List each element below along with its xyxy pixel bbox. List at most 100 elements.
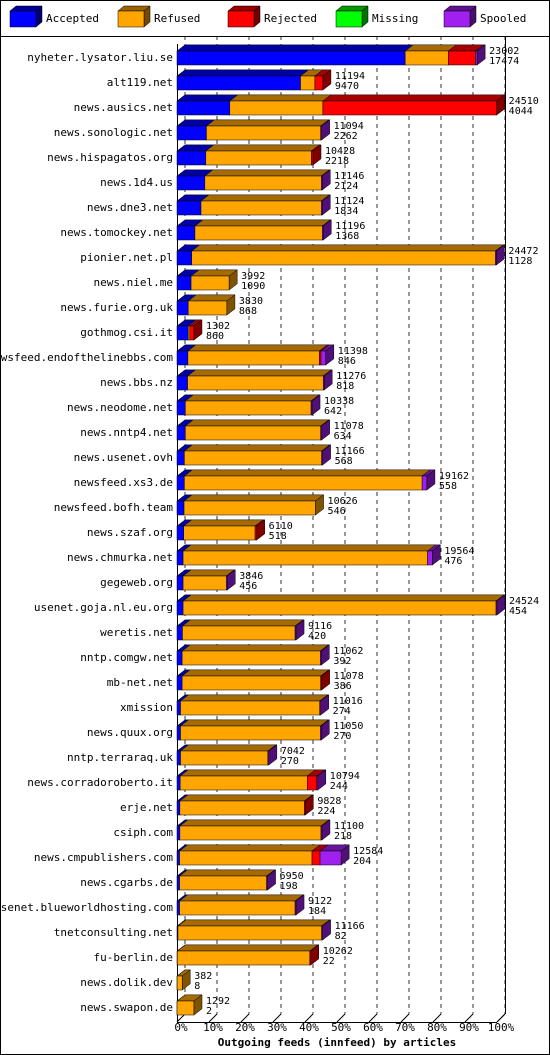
category-label: news.swapon.de: [80, 1001, 173, 1014]
bar-top: [178, 869, 276, 877]
category-label: pionier.net.pl: [80, 251, 173, 264]
bar-side: [267, 869, 276, 891]
bar-top: [178, 844, 321, 852]
accepted-label: 270: [333, 731, 351, 742]
bar-segment: [229, 100, 324, 116]
x-tick: [432, 1013, 442, 1023]
category-label: nyheter.lysator.liu.se: [27, 51, 173, 64]
bar-top: [183, 469, 431, 477]
total-label: 10262: [323, 946, 353, 957]
total-label: 3830: [239, 296, 263, 307]
category-label: gegeweb.org: [100, 576, 173, 589]
bar-top: [181, 619, 304, 627]
bar-side: [321, 819, 331, 841]
bar-segment: [176, 275, 192, 291]
total-label: 11196: [335, 221, 365, 232]
bar-side: [322, 444, 331, 466]
total-label: 9828: [317, 796, 341, 807]
category-label: tnetconsulting.net: [54, 926, 173, 939]
bar-top: [194, 219, 332, 227]
bar-top: [182, 594, 505, 602]
accepted-label: 476: [444, 556, 462, 567]
total-label: 6950: [280, 871, 304, 882]
bar-segment: [182, 625, 296, 641]
bar-side: [323, 369, 333, 391]
bar-side: [340, 844, 350, 866]
total-label: 382: [194, 971, 212, 982]
bar-segment: [182, 550, 428, 566]
bar-segment: [180, 725, 321, 741]
bar-top: [179, 719, 330, 727]
total-label: 3992: [241, 271, 265, 282]
bar-segment: [320, 350, 327, 366]
total-label: 10338: [324, 396, 354, 407]
category-label: news.szaf.org: [87, 526, 173, 539]
category-label: news.sonologic.net: [54, 126, 173, 139]
bar-side: [295, 894, 305, 916]
category-label: usenet.goja.nl.eu.org: [34, 601, 173, 614]
bar-side: [321, 419, 330, 441]
category-label: news.cmpublishers.com: [34, 851, 173, 864]
bar-segment: [194, 225, 323, 241]
x-tick-label: 100%: [488, 1021, 515, 1034]
bar-segment: [176, 475, 185, 491]
accepted-label: 9470: [335, 81, 359, 92]
bar-segment: [176, 850, 180, 866]
total-label: 9116: [308, 621, 332, 632]
category-label: news.dolik.dev: [80, 976, 173, 989]
total-label: 11166: [335, 446, 365, 457]
accepted-label: 17474: [489, 56, 519, 67]
bar-segment: [427, 550, 433, 566]
bar-top: [181, 669, 330, 677]
bar-top: [183, 444, 331, 452]
bar-segment: [180, 700, 320, 716]
x-tick-label: 30%: [267, 1021, 287, 1034]
bar-segment: [311, 850, 321, 866]
category-label: nntp.comgw.net: [80, 651, 173, 664]
bar-segment: [176, 575, 184, 591]
category-label: news.dne3.net: [87, 201, 173, 214]
category-label: news.corradoroberto.it: [27, 776, 173, 789]
bar-top: [186, 369, 332, 377]
bar-side: [312, 144, 322, 166]
bar-top: [176, 944, 319, 952]
accepted-label: 386: [334, 681, 352, 692]
total-label: 1302: [206, 321, 230, 332]
bar-side: [228, 269, 238, 291]
x-tick-label: 60%: [363, 1021, 383, 1034]
legend-swatch: [443, 10, 471, 28]
bar-segment: [176, 725, 181, 741]
bar-segment: [179, 775, 308, 791]
bar-side: [321, 119, 330, 141]
x-tick: [240, 1013, 250, 1023]
bar-side: [295, 619, 305, 641]
bar-top: [176, 44, 414, 52]
category-label: newsfeed.endofthelinebbs.com: [0, 351, 173, 364]
bar-top: [187, 344, 329, 352]
bar-side: [226, 294, 236, 316]
category-label: news.nntp4.net: [80, 426, 173, 439]
bar-side: [317, 769, 327, 791]
total-label: 11094: [334, 121, 364, 132]
total-label: 10794: [330, 771, 360, 782]
bar-segment: [176, 400, 186, 416]
accepted-label: 8: [194, 981, 200, 992]
bar-segment: [176, 1000, 195, 1016]
accepted-label: 420: [308, 631, 326, 642]
total-label: 9122: [308, 896, 332, 907]
total-label: 11050: [333, 721, 363, 732]
total-label: 24472: [508, 246, 538, 257]
accepted-label: 2: [206, 1006, 212, 1017]
bar-segment: [176, 250, 192, 266]
category-label: csiph.com: [113, 826, 173, 839]
x-tick-label: 40%: [299, 1021, 319, 1034]
bar-segment: [176, 825, 181, 841]
total-label: 11062: [333, 646, 363, 657]
accepted-label: 1368: [335, 231, 359, 242]
legend-label: Accepted: [46, 12, 99, 25]
bar-segment: [404, 50, 449, 66]
total-label: 7042: [281, 746, 305, 757]
bar-segment: [176, 100, 231, 116]
bar-segment: [176, 750, 181, 766]
category-label: fu-berlin.de: [94, 951, 173, 964]
